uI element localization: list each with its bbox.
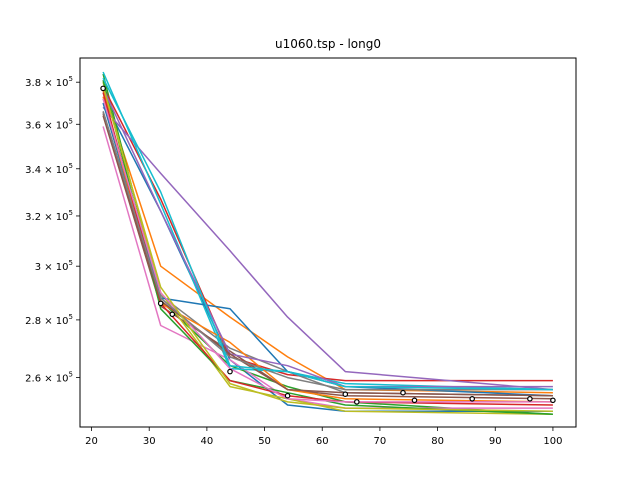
series-line-20 <box>102 77 553 391</box>
x-tick-label: 60 <box>316 436 329 447</box>
marker-point-8 <box>400 389 406 396</box>
x-tick-label: 100 <box>543 436 562 447</box>
marker-layer <box>100 85 556 405</box>
plot-area <box>100 71 556 416</box>
x-tick-label: 90 <box>489 436 502 447</box>
y-tick-label: 3.8 × 105 <box>25 75 73 89</box>
x-axis: 20 30 40 50 60 70 80 90 100 <box>85 427 562 447</box>
y-tick-label: 2.6 × 105 <box>25 371 73 385</box>
marker-point-1 <box>100 85 106 92</box>
y-tick-label: 3.4 × 105 <box>25 162 73 176</box>
marker-point-7 <box>353 399 360 405</box>
y-tick-label: 3.6 × 105 <box>25 117 73 131</box>
chart-title: u1060.tsp - long0 <box>275 37 381 51</box>
series-line-16 <box>102 113 553 397</box>
y-axis: 2.6 × 105 2.8 × 105 3 × 105 3.2 × 105 3.4 × … <box>25 75 80 385</box>
y-tick-label: 3.2 × 105 <box>25 209 73 223</box>
x-tick-label: 30 <box>143 436 156 447</box>
series-layer <box>102 71 553 416</box>
x-tick-label: 40 <box>201 436 214 447</box>
marker-point-10 <box>469 395 476 402</box>
y-tick-label: 3 × 105 <box>35 259 73 273</box>
x-tick-label: 20 <box>85 436 98 447</box>
marker-point-9 <box>411 397 418 404</box>
marker-point-6 <box>342 391 349 398</box>
series-line-17 <box>102 98 553 403</box>
axes-frame <box>79 57 577 428</box>
series-line-19 <box>102 86 553 412</box>
x-tick-label: 80 <box>431 436 444 447</box>
marker-point-3 <box>169 311 176 318</box>
marker-point-4 <box>227 368 233 375</box>
y-tick-label: 2.8 × 105 <box>25 313 73 327</box>
marker-point-2 <box>157 300 164 307</box>
marker-point-5 <box>284 392 291 399</box>
marker-point-11 <box>527 395 533 402</box>
x-tick-label: 50 <box>258 436 271 447</box>
series-line-5 <box>102 106 553 391</box>
series-line-18 <box>102 111 553 391</box>
x-tick-label: 70 <box>374 436 387 447</box>
marker-point-12 <box>550 397 556 404</box>
series-line-10 <box>102 71 553 391</box>
